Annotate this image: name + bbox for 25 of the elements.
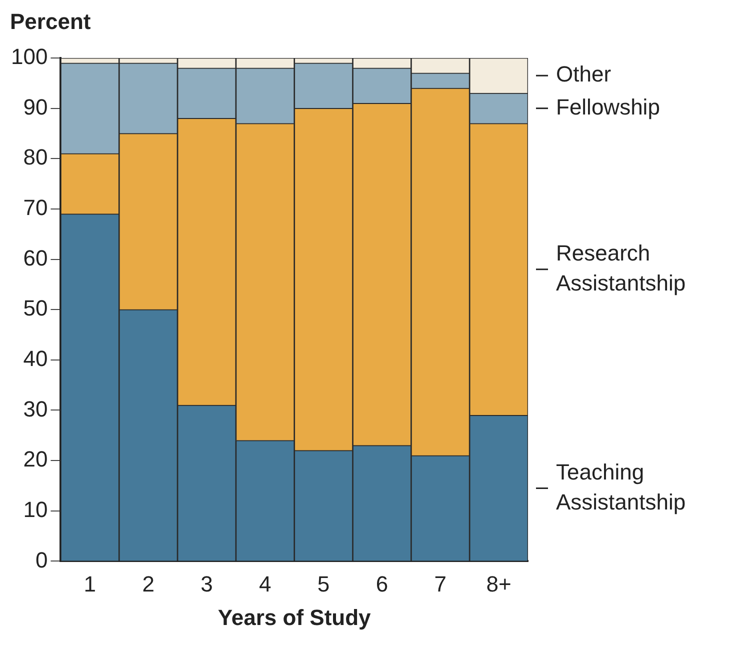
- y-tick-label: 50: [23, 296, 48, 321]
- y-tick-label: 90: [23, 94, 48, 120]
- series-label: Fellowship: [556, 94, 660, 120]
- x-tick-label: 2: [142, 571, 154, 596]
- x-axis-title: Years of Study: [218, 604, 372, 630]
- x-tick-label: 7: [434, 571, 447, 596]
- y-tick-label: 100: [10, 44, 48, 70]
- x-tick-label: 6: [376, 571, 388, 596]
- y-tick-label: 10: [23, 496, 48, 522]
- series-label: Other: [556, 62, 612, 87]
- y-tick-label: 40: [23, 346, 48, 371]
- y-tick-label: 0: [35, 547, 48, 572]
- y-tick-label: 20: [23, 446, 48, 472]
- x-tick-label: 8+: [486, 571, 512, 596]
- y-tick-label: 60: [23, 245, 48, 270]
- series-label: Teaching Assistantship: [556, 459, 686, 514]
- y-axis-title: Percent: [10, 9, 92, 34]
- y-tick-label: 70: [23, 195, 48, 220]
- x-tick-label: 1: [84, 571, 96, 596]
- x-tick-label: 5: [317, 571, 330, 596]
- y-tick-label: 80: [23, 144, 48, 170]
- series-label: Research Assistantship: [556, 240, 686, 296]
- y-tick-label: 30: [23, 396, 48, 422]
- x-tick-label: 3: [200, 571, 213, 596]
- x-tick-label: 4: [259, 571, 272, 596]
